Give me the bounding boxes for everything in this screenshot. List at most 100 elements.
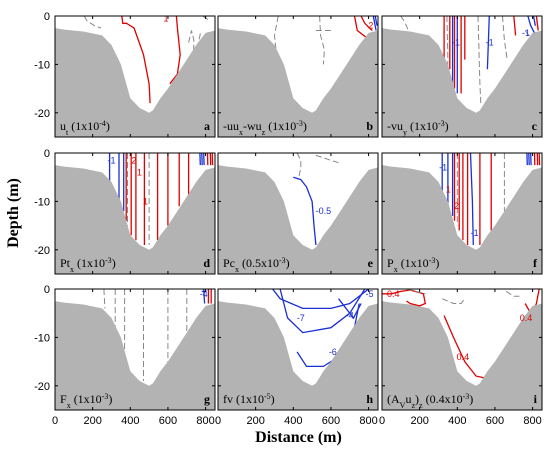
contour-positive — [535, 16, 539, 31]
contour-negative — [527, 16, 536, 34]
contour-label: 2 — [368, 21, 373, 31]
contour-label: 1 — [446, 184, 451, 194]
panel-plot-area: 2 — [218, 16, 378, 137]
panel-letter: b — [366, 119, 373, 133]
panel-term-label: -vuy (1x10-3) — [387, 119, 449, 137]
y-tick-label: -10 — [34, 332, 50, 344]
contour-zero — [296, 153, 302, 178]
contour-negative — [486, 16, 490, 70]
y-tick-label: -20 — [34, 108, 50, 120]
contour-label: 0.4 — [457, 352, 470, 362]
panel-letter: e — [368, 256, 374, 270]
panel-frame — [54, 288, 216, 411]
contour-label: 1 — [143, 196, 148, 206]
panel-g: -4 0 -10 -20 0 200 400 600 800 Fx (1x10-3) g — [34, 284, 216, 427]
panel-h: -5 -7 -6 -4 0 200 400 600 800 fv (1x10-5) h — [215, 288, 379, 427]
contour-positive — [513, 16, 517, 36]
panel-letter: d — [203, 256, 210, 270]
contour-zero — [315, 154, 339, 164]
y-tick-label: -10 — [34, 196, 50, 208]
contour-label: 2 — [132, 155, 137, 165]
y-tick-label: -20 — [34, 245, 50, 257]
contour-label: 1 — [137, 167, 142, 177]
x-tick-label: 400 — [284, 415, 302, 427]
contour-label: -1 — [471, 228, 479, 238]
contour-label: -1 — [522, 28, 530, 38]
seabed-fill — [382, 165, 542, 274]
seabed-fill — [55, 165, 215, 274]
seabed-fill — [218, 28, 378, 137]
contour-label: -5 — [366, 289, 374, 299]
panel-frame — [54, 152, 216, 275]
panel-term-label: Pcx (0.5x10-3) — [223, 256, 290, 274]
seabed-fill — [218, 301, 378, 410]
panel-frame — [217, 152, 379, 275]
panel-term-label: Ptx (1x10-3) — [60, 256, 116, 274]
contour-negative — [337, 298, 362, 320]
y-tick-label: 0 — [44, 284, 50, 296]
y-tick-label: -20 — [34, 381, 50, 393]
panel-term-label: -uux-wuz (1x10-3) — [223, 119, 307, 137]
contour-zero — [400, 16, 409, 31]
contour-label: -7 — [297, 313, 305, 323]
panel-f: -1 12 -1 Px (1x10-3) f — [381, 152, 543, 275]
contour-label: -4 — [200, 289, 208, 299]
panel-term-label: fv (1x10-5) — [223, 392, 275, 407]
panel-letter: i — [534, 392, 538, 406]
seabed-fill — [218, 165, 378, 274]
y-axis-label: Depth (m) — [5, 178, 22, 248]
panel-term-label: Fx (1x10-3) — [60, 392, 112, 410]
contour-positive — [121, 16, 151, 104]
x-axis-label: Distance (m) — [255, 429, 342, 446]
panel-frame — [381, 288, 543, 411]
contour-zero — [319, 16, 325, 65]
contour-label: -1 — [452, 38, 460, 48]
x-tick-label: 200 — [246, 415, 264, 427]
panel-frame — [381, 152, 543, 275]
x-tick-label: 200 — [410, 415, 428, 427]
panel-plot-area: -4 — [55, 289, 215, 410]
contour-label: -1 — [439, 163, 447, 173]
contour-zero — [477, 16, 482, 104]
contour-label: -6 — [329, 347, 337, 357]
contour-positive — [169, 16, 181, 85]
panel-term-label: Px (1x10-3) — [387, 256, 439, 274]
contour-label: 0.4 — [387, 289, 400, 299]
contour-zero — [502, 16, 508, 60]
panel-frame — [217, 15, 379, 138]
seabed-fill — [382, 301, 542, 410]
panel-plot-area: -0.5 — [218, 153, 378, 274]
x-tick-label: 800 — [359, 415, 377, 427]
contour-negative — [469, 153, 474, 246]
contour-label: 2 — [454, 201, 459, 211]
contour-zero — [83, 16, 102, 29]
panel-term-label: ut (1x10-4) — [60, 119, 110, 137]
panel-plot-area: -1 211 — [55, 153, 215, 274]
panel-letter: a — [204, 119, 210, 133]
x-tick-label: 200 — [83, 415, 101, 427]
panel-a: 1 0 -10 -20 ut (1x10-4) a — [34, 11, 216, 138]
panel-b: 2 -uux-wuz (1x10-3) b — [217, 15, 379, 138]
panel-plot-area: -1 -1 -1 — [382, 16, 542, 137]
panel-letter: h — [366, 392, 373, 406]
contour-zero — [524, 30, 530, 36]
contour-positive — [382, 289, 427, 307]
x-tick-label: 600 — [486, 415, 504, 427]
contour-label: 0.4 — [520, 313, 533, 323]
panel-term-label: (AVuz)z (0.4x10-3) — [387, 392, 473, 410]
panel-plot-area: -1 12 -1 — [382, 153, 542, 274]
y-tick-label: -10 — [34, 59, 50, 71]
y-tick-label: 0 — [44, 11, 50, 23]
contour-zero — [202, 16, 211, 22]
contour-positive — [360, 16, 373, 32]
contour-label: 1 — [164, 13, 169, 23]
x-tick-label: 0 — [215, 415, 221, 427]
contour-zero — [406, 289, 426, 295]
seabed-fill — [55, 301, 215, 410]
x-tick-label: 400 — [121, 415, 139, 427]
contour-negative — [374, 16, 378, 26]
contour-negative — [279, 289, 366, 334]
panel-c: -1 -1 -1 -vuy (1x10-3) c — [381, 15, 543, 138]
contour-label: -1 — [486, 38, 494, 48]
